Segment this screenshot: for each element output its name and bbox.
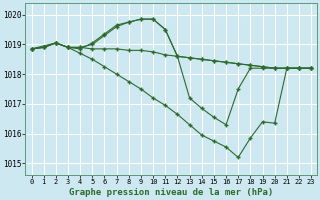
X-axis label: Graphe pression niveau de la mer (hPa): Graphe pression niveau de la mer (hPa) bbox=[69, 188, 274, 197]
